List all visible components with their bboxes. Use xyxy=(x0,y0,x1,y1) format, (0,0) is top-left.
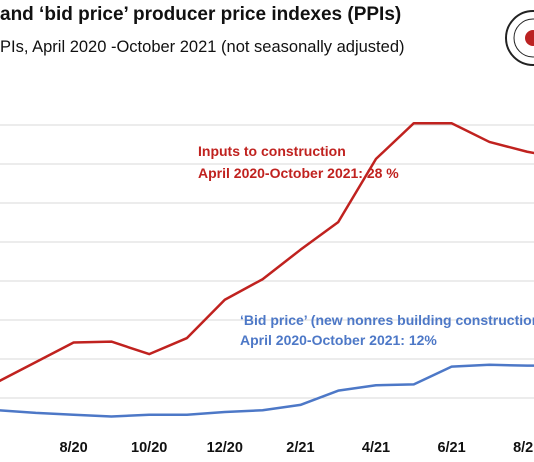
x-tick-label: 10/20 xyxy=(131,440,167,456)
series-annotations: Inputs to construction April 2020-October… xyxy=(198,143,534,348)
x-tick-label: 4/21 xyxy=(362,440,390,456)
series-lines xyxy=(0,121,534,418)
annotation-inputs: April 2020-October 2021: 28 % xyxy=(198,165,399,181)
annotation-bid-price: ‘Bid price’ (new nonres building constru… xyxy=(240,312,534,328)
gridlines xyxy=(0,124,534,399)
x-tick-label: 8/20 xyxy=(59,440,87,456)
x-tick-label: 12/20 xyxy=(207,440,243,456)
association-seal-logo xyxy=(505,10,534,66)
annotation-bid-price: April 2020-October 2021: 12% xyxy=(240,332,437,348)
x-tick-label: 2/21 xyxy=(286,440,314,456)
annotation-inputs: Inputs to construction xyxy=(198,143,346,159)
x-tick-label: 8/21 xyxy=(513,440,534,456)
chart-title: and ‘bid price’ producer price indexes (… xyxy=(0,4,402,25)
x-tick-label: 6/21 xyxy=(437,440,465,456)
x-axis-ticks: 8/20 10/20 12/20 2/21 4/21 6/21 8/21 xyxy=(59,440,534,456)
series-line-bid-price xyxy=(0,363,534,418)
series-line-inputs xyxy=(0,121,534,383)
chart-subtitle: PIs, April 2020 -October 2021 (not seaso… xyxy=(0,38,405,56)
